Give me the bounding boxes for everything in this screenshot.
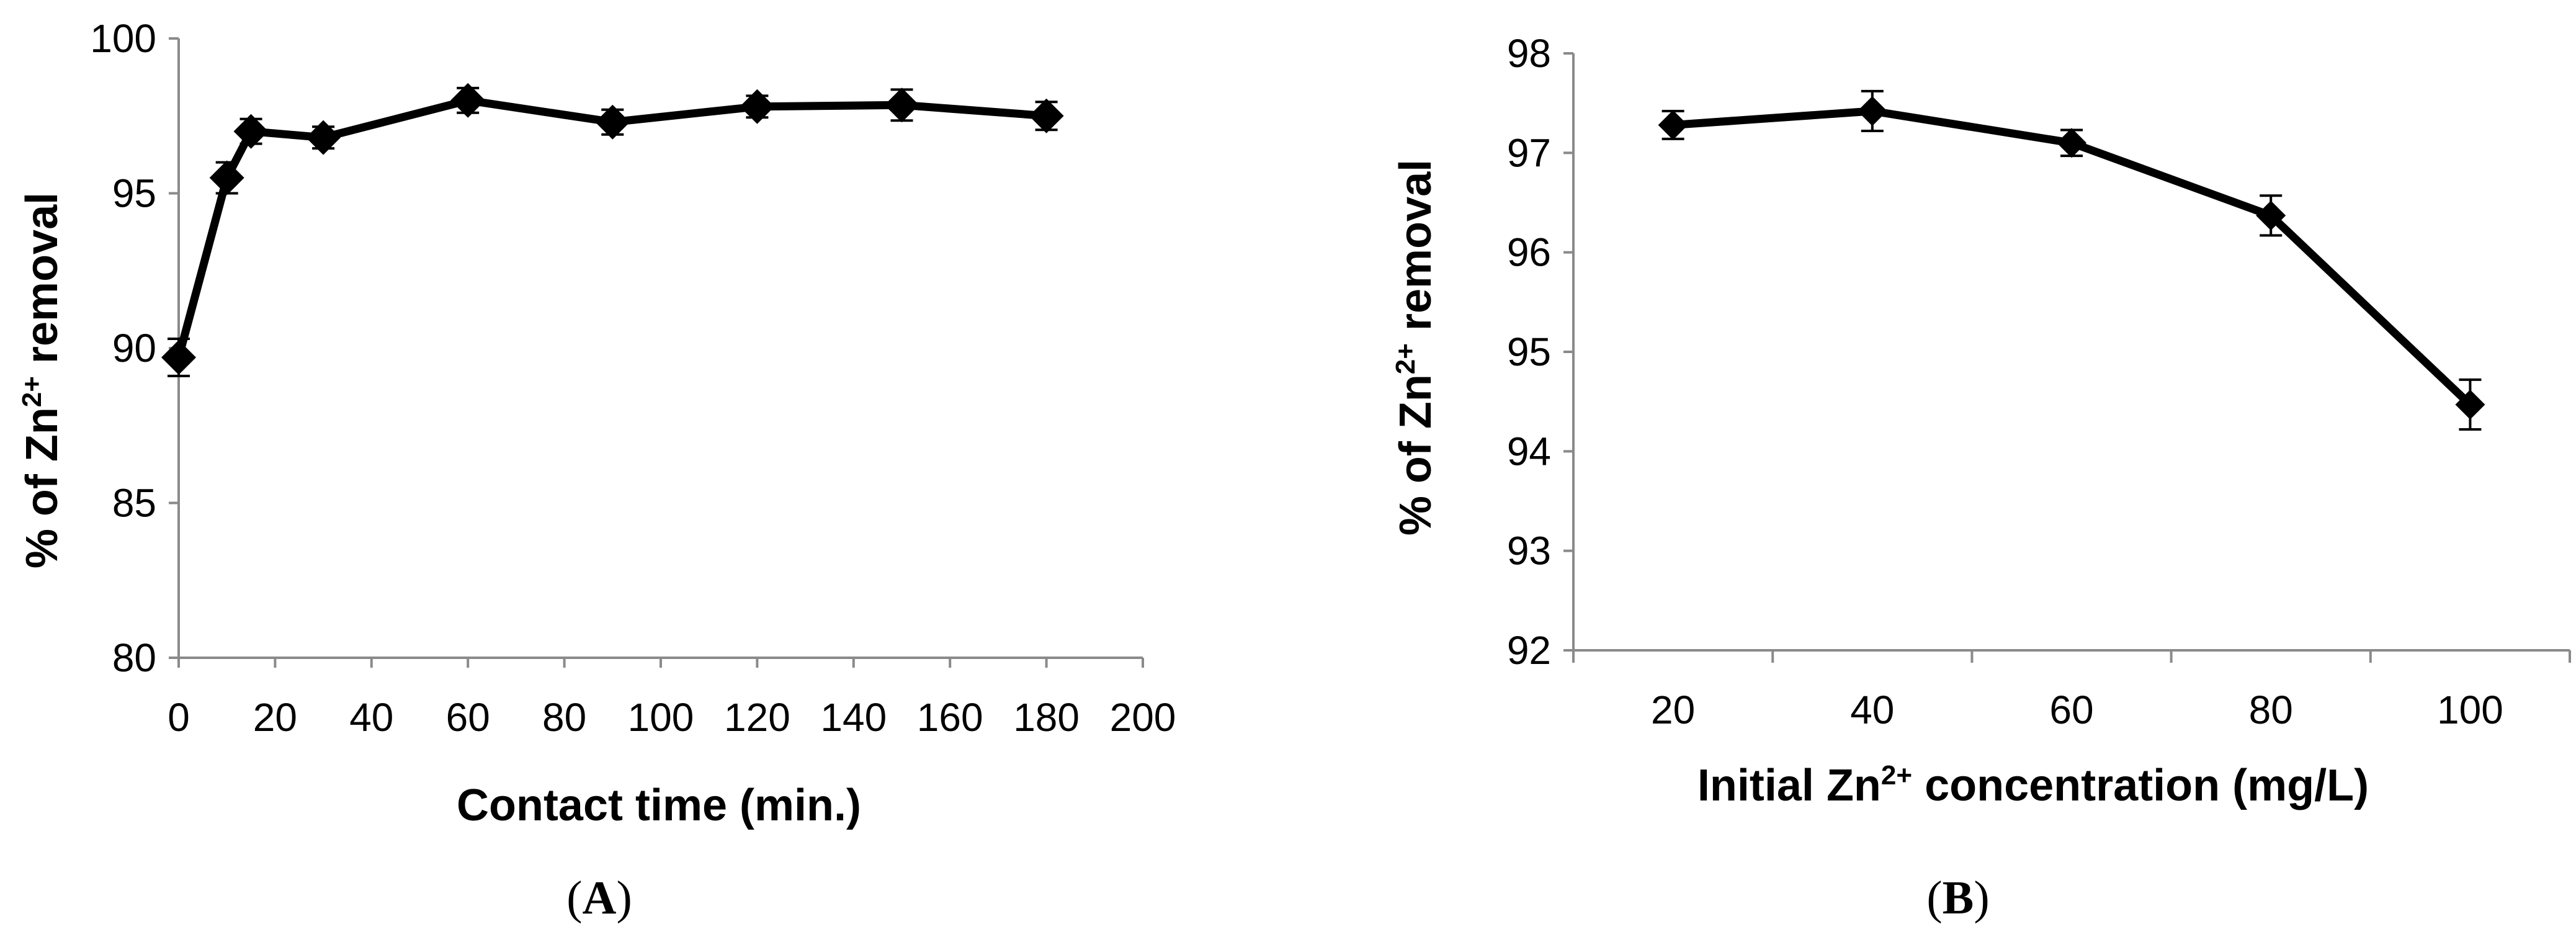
chart-a-data-point bbox=[306, 120, 341, 155]
chart-b-y-tick-label: 95 bbox=[1507, 330, 1551, 374]
chart-a-y-tick-label: 90 bbox=[112, 326, 156, 370]
chart-a-x-tick-label: 80 bbox=[542, 695, 586, 740]
chart-a-x-tick-label: 160 bbox=[917, 695, 983, 740]
chart-a-x-tick-label: 180 bbox=[1013, 695, 1080, 740]
chart-b-x-tick-label: 80 bbox=[2249, 688, 2293, 732]
chart-a-x-axis-title: Contact time (min.) bbox=[457, 781, 861, 830]
chart-b-x-tick-label: 60 bbox=[2049, 688, 2093, 732]
chart-b-data-point bbox=[2256, 200, 2286, 231]
chart-a-data-point bbox=[740, 89, 775, 124]
chart-a-x-tick-label: 60 bbox=[446, 695, 490, 740]
chart-b-y-tick-label: 98 bbox=[1507, 31, 1551, 76]
chart-b-y-tick-label: 93 bbox=[1507, 529, 1551, 573]
chart-a-x-tick-label: 120 bbox=[724, 695, 790, 740]
chart-a-data-point bbox=[209, 160, 244, 195]
chart-b-data-point bbox=[1658, 110, 1688, 140]
chart-a-y-tick-label: 80 bbox=[112, 635, 156, 680]
chart-a-data-point bbox=[161, 339, 196, 375]
chart-a-y-tick-label: 95 bbox=[112, 171, 156, 216]
chart-b-data-point bbox=[1857, 96, 1887, 126]
chart-b-data-point bbox=[2455, 389, 2485, 419]
chart-b-x-tick-label: 20 bbox=[1651, 688, 1695, 732]
chart-a-x-tick-labels: 0 20 40 60 80 100 120 140 160 180 200 bbox=[168, 695, 1176, 740]
chart-a-y-axis-title: % of Zn2+ removal bbox=[17, 192, 67, 568]
chart-b-y-tick-label: 97 bbox=[1507, 130, 1551, 175]
chart-a-panel-label: (A) bbox=[566, 872, 632, 924]
chart-b-y-tick-labels: 92 93 94 95 96 97 98 bbox=[1507, 31, 1551, 673]
chart-a-y-tick-label: 100 bbox=[90, 16, 156, 61]
chart-b-x-tick-label: 100 bbox=[2437, 688, 2503, 732]
chart-a-data-point bbox=[884, 87, 919, 123]
chart-panel-b: 92 93 94 95 96 97 98 20 40 60 80 100 Initial Zn2+ … bbox=[1390, 31, 2571, 924]
chart-a-data-point bbox=[1029, 98, 1064, 133]
chart-a-data-point bbox=[595, 104, 630, 140]
chart-a-x-tick-label: 200 bbox=[1110, 695, 1176, 740]
chart-b-axes bbox=[1563, 52, 2571, 663]
chart-a-markers bbox=[161, 83, 1064, 375]
chart-b-x-axis-title: Initial Zn2+ concentration (mg/L) bbox=[1697, 760, 2369, 810]
chart-b-markers bbox=[1658, 96, 2485, 419]
chart-a-x-tick-label: 40 bbox=[349, 695, 393, 740]
chart-b-x-tick-labels: 20 40 60 80 100 bbox=[1651, 688, 2503, 732]
chart-b-y-tick-label: 94 bbox=[1507, 429, 1551, 473]
chart-a-x-tick-label: 100 bbox=[628, 695, 694, 740]
chart-a-x-tick-label: 140 bbox=[820, 695, 887, 740]
chart-b-y-axis-title: % of Zn2+ removal bbox=[1390, 159, 1441, 536]
chart-a-x-tick-label: 0 bbox=[168, 695, 190, 740]
chart-a-data-point bbox=[233, 114, 269, 149]
chart-a-x-tick-label: 20 bbox=[253, 695, 297, 740]
chart-a-data-point bbox=[450, 83, 486, 118]
chart-b-data-point bbox=[2057, 128, 2086, 158]
chart-a-y-tick-labels: 80 85 90 95 100 bbox=[90, 16, 156, 680]
chart-b-panel-label: (B) bbox=[1926, 872, 1989, 924]
chart-b-y-tick-label: 96 bbox=[1507, 230, 1551, 275]
chart-b-x-tick-label: 40 bbox=[1850, 688, 1894, 732]
chart-b-y-tick-label: 92 bbox=[1507, 628, 1551, 673]
chart-a-y-tick-label: 85 bbox=[112, 481, 156, 526]
